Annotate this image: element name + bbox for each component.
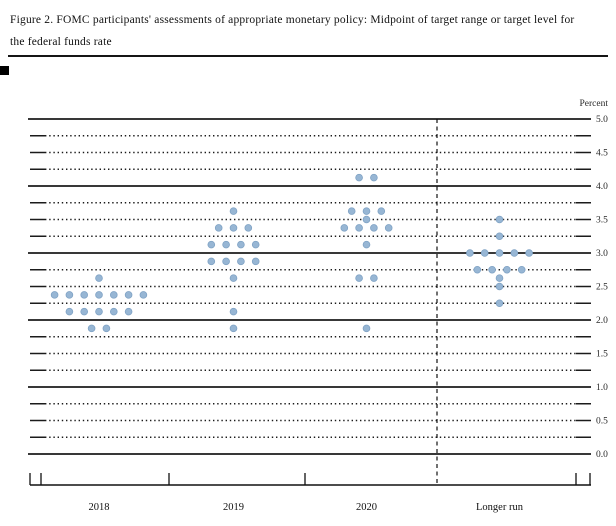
projection-dot bbox=[244, 224, 253, 232]
projection-dot bbox=[510, 249, 519, 257]
y-tick-label: 3.0 bbox=[596, 249, 608, 259]
y-tick-label: 0.0 bbox=[596, 450, 608, 460]
figure-title-line1: Figure 2. FOMC participants' assessments… bbox=[10, 14, 575, 26]
projection-dot bbox=[495, 249, 504, 257]
x-category-label: 2018 bbox=[89, 502, 110, 513]
projection-dot bbox=[525, 249, 533, 257]
projection-dot bbox=[355, 173, 363, 182]
y-tick-label: 0.5 bbox=[596, 417, 608, 427]
projection-dot bbox=[377, 207, 386, 215]
projection-dot bbox=[222, 257, 230, 266]
projection-dot bbox=[251, 257, 260, 266]
projection-dot bbox=[124, 307, 133, 316]
projection-dot bbox=[237, 257, 245, 266]
projection-dot bbox=[95, 307, 103, 316]
projection-dot bbox=[488, 265, 496, 274]
projection-dot bbox=[503, 265, 511, 274]
projection-dot bbox=[80, 307, 88, 316]
projection-dot bbox=[355, 224, 363, 232]
projection-dot bbox=[80, 291, 88, 299]
projection-dot bbox=[139, 291, 148, 299]
projection-dot bbox=[495, 299, 504, 308]
projection-dot bbox=[207, 257, 216, 266]
y-tick-label: 1.0 bbox=[596, 383, 608, 393]
projection-dot bbox=[370, 173, 378, 182]
projection-dot bbox=[229, 224, 238, 232]
projection-dot bbox=[65, 307, 74, 316]
title-underline bbox=[8, 55, 608, 57]
x-category-label: 2019 bbox=[223, 502, 244, 513]
y-tick-label: 5.0 bbox=[596, 115, 608, 125]
projection-dot bbox=[362, 240, 371, 249]
projection-dot bbox=[355, 274, 363, 282]
projection-dot bbox=[466, 249, 474, 257]
projection-dot bbox=[214, 224, 223, 232]
projection-dot bbox=[384, 224, 393, 232]
projection-dot bbox=[362, 207, 371, 215]
projection-dot bbox=[370, 274, 378, 282]
projection-dot bbox=[362, 215, 371, 224]
projection-dot bbox=[495, 215, 504, 224]
projection-dot bbox=[110, 291, 118, 299]
y-tick-label: 1.5 bbox=[596, 350, 608, 360]
projection-dot bbox=[362, 324, 371, 333]
projection-dot bbox=[207, 240, 216, 249]
projection-dot bbox=[110, 307, 118, 316]
page-edge-artifact bbox=[0, 66, 9, 75]
projection-dot bbox=[237, 240, 245, 249]
x-category-label: 2020 bbox=[356, 502, 377, 513]
y-axis-unit-label: Percent bbox=[580, 99, 609, 109]
projection-dot bbox=[95, 274, 103, 282]
y-tick-label: 4.0 bbox=[596, 182, 608, 192]
projection-dot bbox=[517, 265, 526, 274]
figure-title-line2: the federal funds rate bbox=[10, 36, 112, 48]
y-tick-label: 3.5 bbox=[596, 216, 608, 226]
projection-dot bbox=[229, 207, 238, 215]
projection-dot bbox=[222, 240, 230, 249]
projection-dot bbox=[480, 249, 489, 257]
y-tick-label: 2.5 bbox=[596, 283, 608, 293]
projection-dot bbox=[229, 274, 238, 282]
projection-dot bbox=[251, 240, 260, 249]
x-category-label: Longer run bbox=[476, 502, 524, 513]
projection-dot bbox=[95, 291, 103, 299]
y-tick-label: 2.0 bbox=[596, 316, 608, 326]
projection-dot bbox=[347, 207, 356, 215]
figure-title: Figure 2. FOMC participants' assessments… bbox=[10, 9, 610, 53]
projection-dot bbox=[87, 324, 96, 333]
projection-dot bbox=[102, 324, 111, 333]
projection-dot bbox=[473, 265, 482, 274]
projection-dot bbox=[370, 224, 378, 232]
projection-dot bbox=[50, 291, 59, 299]
projection-dot bbox=[124, 291, 133, 299]
projection-dot bbox=[229, 324, 238, 333]
projection-dot bbox=[495, 282, 504, 291]
projection-dot bbox=[65, 291, 74, 299]
projection-dot bbox=[229, 307, 238, 316]
projection-dot bbox=[495, 274, 504, 282]
projection-dot bbox=[495, 232, 504, 241]
y-tick-label: 4.5 bbox=[596, 149, 608, 159]
projection-dot bbox=[340, 224, 349, 232]
